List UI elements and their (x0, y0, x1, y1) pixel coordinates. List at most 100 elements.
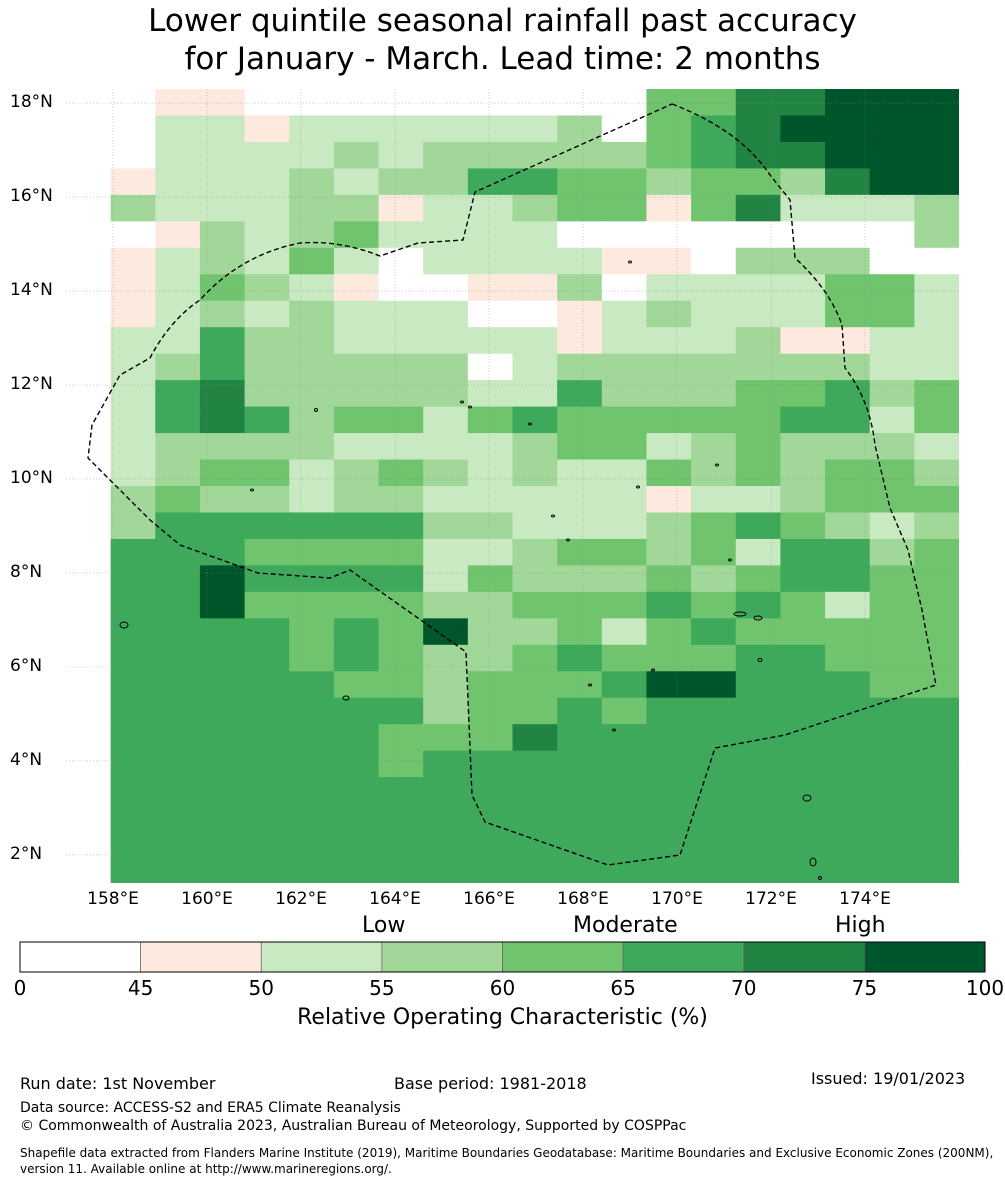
roc-cell (646, 512, 692, 540)
roc-cell (780, 538, 826, 566)
roc-cell (646, 168, 692, 196)
roc-cell (289, 724, 335, 752)
colorbar-tick-label: 55 (369, 976, 395, 1000)
roc-cell (735, 300, 781, 328)
roc-cell (869, 300, 915, 328)
roc-cell (825, 697, 871, 725)
issued-date: Issued: 19/01/2023 (811, 1069, 966, 1088)
roc-cell (378, 433, 424, 461)
roc-cell (467, 538, 514, 566)
roc-cell (825, 327, 871, 355)
roc-cell (646, 644, 692, 672)
islands (119, 260, 822, 880)
roc-cell (110, 591, 156, 619)
island-outline (757, 658, 763, 662)
roc-cell (289, 618, 335, 646)
roc-cell (333, 115, 380, 143)
roc-cell (66, 856, 112, 883)
roc-cell (333, 194, 380, 222)
roc-cell (378, 353, 424, 381)
roc-cell (244, 538, 290, 566)
roc-cell (155, 327, 201, 355)
colorbar-tick-label: 0 (13, 976, 27, 1000)
roc-cell (378, 89, 424, 117)
roc-cell (467, 194, 514, 222)
roc-cell (825, 512, 871, 540)
roc-cell (378, 830, 424, 858)
roc-cell (378, 115, 424, 143)
roc-cell (423, 644, 469, 672)
roc-cell (467, 168, 514, 196)
roc-cell (333, 247, 380, 275)
island-outline (728, 558, 732, 562)
roc-cell (780, 433, 826, 461)
roc-cell (333, 803, 380, 831)
roc-cell (244, 327, 290, 355)
roc-cell (691, 221, 737, 249)
island-outline (460, 400, 464, 404)
island-outline (802, 794, 812, 802)
roc-cell (467, 565, 514, 593)
roc-cell (333, 830, 380, 858)
roc-cell (601, 803, 648, 831)
roc-cell (244, 141, 290, 169)
roc-cell (825, 221, 871, 249)
roc-cell (110, 168, 156, 196)
colorbar-swatch (743, 941, 865, 973)
roc-cell (869, 750, 915, 778)
roc-cell (557, 565, 603, 593)
roc-cell (423, 433, 469, 461)
roc-cell (780, 618, 826, 646)
roc-cell (869, 221, 915, 249)
colorbar-title: Relative Operating Characteristic (%) (297, 1005, 708, 1030)
longitude-label: 164°E (369, 889, 421, 909)
roc-cell (110, 512, 156, 540)
roc-cell (333, 300, 380, 328)
roc-cell (735, 89, 781, 117)
roc-cell (423, 115, 469, 143)
roc-cell (289, 803, 335, 831)
roc-cell (557, 803, 603, 831)
roc-cell (557, 406, 603, 434)
roc-cell (691, 247, 737, 275)
roc-cell (512, 221, 558, 249)
roc-cell (378, 856, 424, 883)
roc-cell (155, 486, 201, 514)
roc-cell (780, 697, 826, 725)
roc-cell (155, 724, 201, 752)
roc-cell (914, 194, 959, 222)
roc-cell (601, 168, 648, 196)
shapefile-credit-2: version 11. Available online at http://w… (20, 1162, 392, 1176)
roc-cell (512, 618, 558, 646)
roc-cell (914, 565, 959, 593)
roc-cell (378, 406, 424, 434)
roc-cell (512, 538, 558, 566)
roc-cell (825, 777, 871, 805)
roc-cell (66, 591, 112, 619)
roc-cell (512, 141, 558, 169)
roc-grid-cells (66, 89, 959, 883)
roc-cell (289, 644, 335, 672)
roc-cell (557, 591, 603, 619)
roc-cell (244, 618, 290, 646)
roc-cell (110, 353, 156, 381)
roc-cell (646, 830, 692, 858)
island-outline (250, 488, 254, 492)
roc-cell (691, 274, 737, 302)
roc-cell (646, 803, 692, 831)
roc-cell (646, 221, 692, 249)
roc-cell (735, 830, 781, 858)
roc-cell (199, 459, 246, 487)
roc-cell (244, 644, 290, 672)
island-outline (809, 857, 817, 867)
roc-cell (423, 830, 469, 858)
roc-cell (467, 697, 514, 725)
roc-cell (289, 538, 335, 566)
roc-cell (914, 856, 959, 883)
roc-cell (155, 141, 201, 169)
roc-cell (244, 89, 290, 117)
roc-cell (467, 247, 514, 275)
roc-cell (825, 274, 871, 302)
roc-cell (199, 115, 246, 143)
roc-cell (66, 300, 112, 328)
